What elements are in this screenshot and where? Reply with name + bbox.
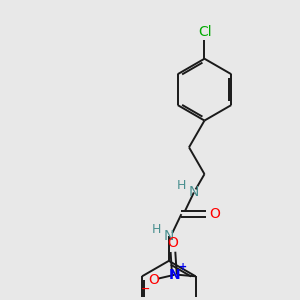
Text: O: O	[167, 236, 178, 250]
Text: O: O	[148, 273, 159, 287]
Text: Cl: Cl	[198, 25, 212, 39]
Text: N: N	[169, 268, 180, 282]
Text: −: −	[141, 284, 150, 293]
Text: H: H	[177, 179, 186, 193]
Text: N: N	[189, 185, 199, 200]
Text: O: O	[209, 207, 220, 221]
Text: H: H	[152, 223, 161, 236]
Text: N: N	[164, 229, 174, 243]
Text: +: +	[178, 262, 187, 272]
